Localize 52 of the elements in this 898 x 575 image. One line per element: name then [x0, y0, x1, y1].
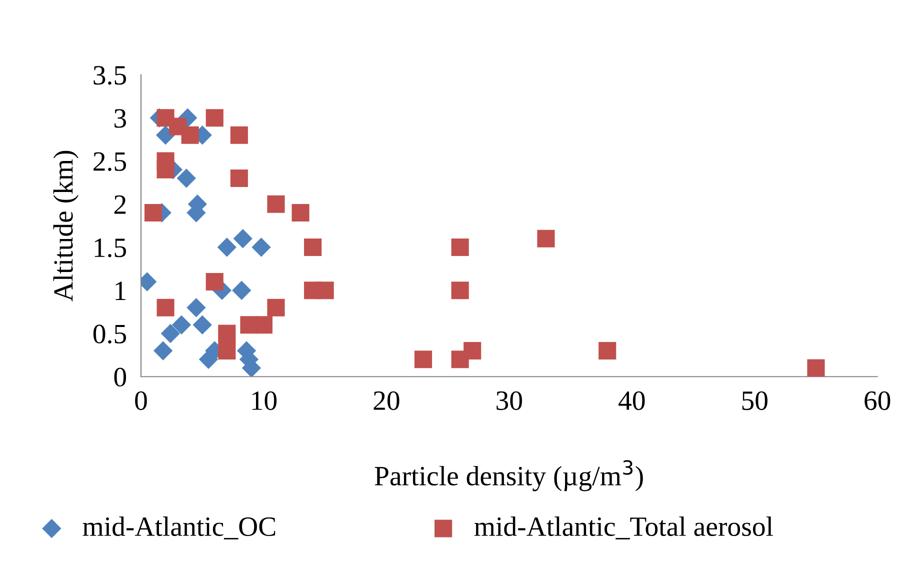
point: [172, 315, 192, 334]
point: [218, 342, 236, 360]
y-tick-label: 1: [116, 282, 126, 300]
point: [206, 272, 224, 291]
point: [156, 160, 174, 178]
point: [186, 298, 206, 318]
y-tick-label: 0.5: [93, 324, 126, 344]
point: [304, 238, 322, 256]
point: [537, 230, 555, 248]
y-tick-label: 3.5: [94, 66, 126, 85]
y-tick-label: 3: [114, 109, 126, 128]
x-tick-label: 10: [252, 391, 277, 410]
point: [156, 298, 174, 316]
point: [464, 342, 482, 360]
point: [598, 342, 616, 360]
point: [181, 126, 199, 144]
x-tick-label: 40: [618, 391, 645, 410]
legend-label: mid-Atlantic_OC: [82, 516, 276, 540]
x-tick-label: 0: [135, 391, 147, 410]
point: [144, 204, 162, 222]
point: [217, 238, 236, 257]
point: [414, 350, 432, 368]
point: [267, 195, 285, 213]
point: [160, 324, 180, 344]
point: [267, 298, 285, 316]
point: [230, 126, 248, 144]
x-tick-label: 30: [496, 391, 522, 410]
x-tick-label: 60: [864, 391, 890, 410]
y-tick-label: 1.5: [94, 238, 126, 258]
point: [192, 315, 212, 334]
y-axis-title: Altitude (km): [53, 150, 78, 302]
point: [154, 341, 173, 360]
point: [292, 204, 310, 222]
y-tick-label: 2.5: [94, 152, 126, 172]
point: [254, 316, 272, 334]
x-tick-label: 20: [374, 391, 400, 410]
point: [807, 359, 825, 377]
y-tick-label: 2: [114, 195, 126, 214]
legend-label: mid-Atlantic_Total aerosol: [474, 516, 773, 540]
point: [451, 282, 469, 300]
point: [176, 168, 196, 188]
x-axis-title: Particle density (µg/m$^{3}$): [374, 460, 643, 492]
point: [232, 280, 252, 300]
point: [206, 109, 224, 127]
x-tick-label: 50: [742, 391, 768, 410]
point: [218, 324, 236, 342]
point: [451, 238, 469, 256]
y-tick-label: 0: [114, 368, 126, 387]
point: [316, 282, 334, 300]
point: [252, 238, 271, 257]
point: [230, 169, 248, 188]
point: [233, 229, 252, 248]
